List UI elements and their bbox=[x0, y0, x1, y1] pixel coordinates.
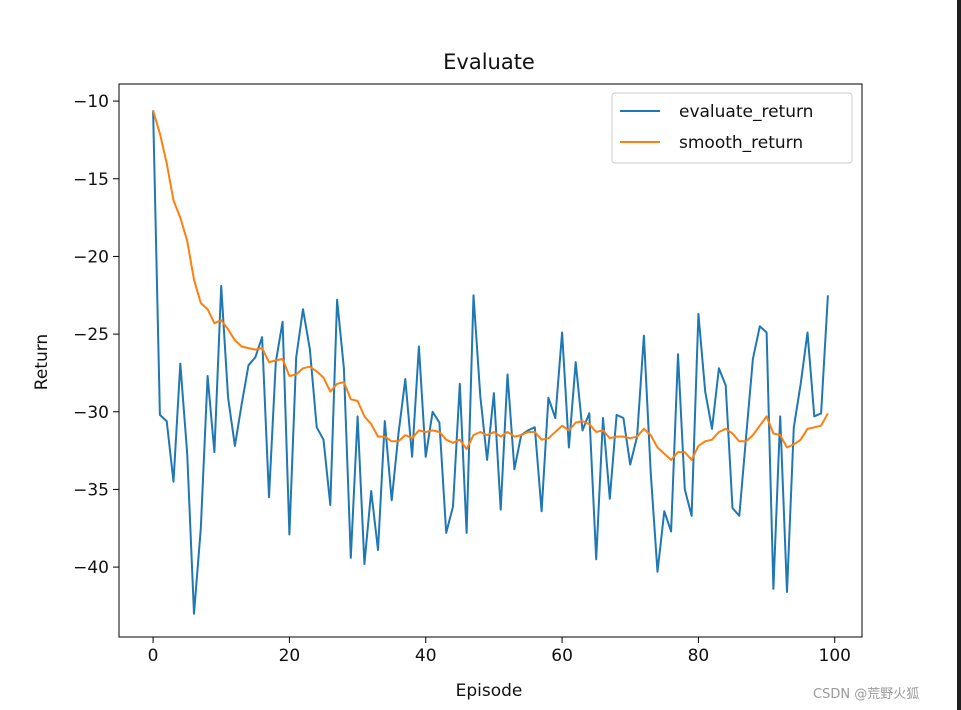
series-lines bbox=[152, 110, 829, 615]
window-edge bbox=[957, 0, 961, 710]
y-tick-label: −15 bbox=[73, 170, 109, 190]
legend-box bbox=[611, 92, 853, 164]
x-axis: 0 20 40 60 80 100 bbox=[148, 637, 851, 666]
x-tick-label: 100 bbox=[819, 646, 851, 666]
legend-label-smooth-return: smooth_return bbox=[679, 133, 803, 153]
x-axis-label: Episode bbox=[456, 681, 523, 701]
series-line-smooth-return bbox=[152, 110, 829, 461]
x-tick-label: 80 bbox=[688, 646, 710, 666]
legend: evaluate_return smooth_return bbox=[611, 92, 853, 164]
x-tick-label: 0 bbox=[148, 646, 159, 666]
y-tick-label: −40 bbox=[73, 558, 109, 578]
series-line-evaluate-return bbox=[152, 110, 829, 615]
x-tick-label: 40 bbox=[415, 646, 437, 666]
watermark: CSDN @荒野火狐 bbox=[813, 687, 920, 702]
y-tick-label: −30 bbox=[73, 403, 109, 423]
y-tick-label: −25 bbox=[73, 325, 109, 345]
y-tick-label: −20 bbox=[73, 247, 109, 267]
y-tick-label: −35 bbox=[73, 480, 109, 500]
plot-area-frame bbox=[118, 83, 863, 638]
legend-label-evaluate-return: evaluate_return bbox=[679, 102, 813, 122]
x-tick-label: 20 bbox=[279, 646, 301, 666]
y-tick-label: −10 bbox=[73, 92, 109, 112]
y-axis-label: Return bbox=[32, 334, 52, 390]
x-tick-label: 60 bbox=[551, 646, 573, 666]
chart-title: Evaluate bbox=[443, 50, 535, 74]
y-axis: −10 −15 −20 −25 −30 −35 −40 bbox=[73, 92, 119, 578]
